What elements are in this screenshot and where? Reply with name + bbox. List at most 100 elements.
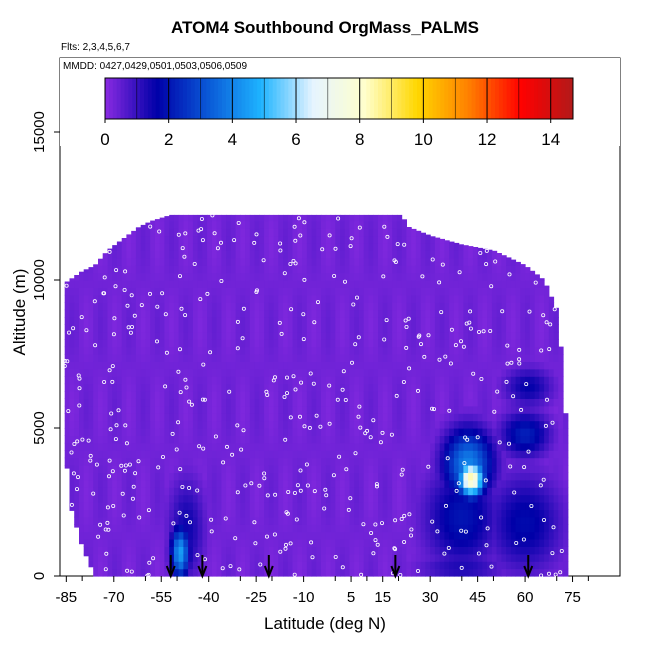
heat-cell [116,435,123,444]
heat-cell [359,435,365,444]
heat-cell [553,339,559,348]
heat-cell [221,265,227,274]
heat-cell [548,516,555,525]
heat-cell [349,420,355,429]
heat-cell [316,257,322,266]
heat-cell [392,398,398,407]
heat-cell [259,450,265,459]
heat-cell [226,435,232,444]
heat-cell [102,465,108,473]
heat-cell [420,317,426,325]
heat-cell [283,524,289,533]
heat-cell [268,553,275,562]
heat-cell [444,413,450,422]
heat-cell [382,435,388,444]
heat-cell [268,346,275,355]
heat-cell [321,413,327,422]
heat-cell [453,265,460,274]
heat-cell [378,531,384,540]
heat-cell [425,391,431,399]
heat-cell [240,309,246,318]
heat-cell [83,428,89,436]
heat-cell [506,309,512,318]
heat-cell [79,331,85,340]
heat-cell [197,391,203,399]
heat-cell [368,280,374,288]
heat-cell [458,546,464,555]
heat-cell [496,361,502,370]
heat-cell [126,234,132,237]
heat-cell [529,270,536,274]
heat-cell [487,294,493,303]
heat-cell [415,539,422,547]
heat-cell [558,413,564,422]
heat-cell [392,302,398,311]
heat-cell [363,494,369,503]
heat-cell [534,368,540,377]
heat-cell [468,442,474,451]
heat-cell [491,539,498,547]
heat-cell [382,214,388,222]
heat-cell [463,354,469,362]
heat-cell [349,524,355,533]
heat-cell [164,339,170,348]
heat-cell [378,413,384,422]
heat-cell [188,220,194,229]
heat-cell [259,531,265,540]
heat-cell [335,472,341,481]
heat-cell [283,214,289,222]
heat-cell [406,450,412,459]
heat-cell [173,524,180,533]
heat-cell [126,250,132,259]
heat-cell [349,220,355,229]
heat-cell [458,317,464,325]
heat-cell [406,413,412,422]
heat-cell [278,531,284,540]
heat-cell [273,398,279,407]
heat-cell [396,457,403,466]
heat-cell [430,243,436,251]
heat-cell [221,435,227,444]
heat-cell [311,228,317,237]
heat-cell [79,280,85,288]
heat-cell [563,502,569,510]
heat-cell [368,524,374,533]
heat-cell [202,479,208,488]
heat-cell [145,502,151,510]
heat-cell [321,561,327,570]
heat-cell [297,546,303,555]
heat-cell [501,420,507,429]
heat-cell [79,428,85,436]
heat-cell [126,280,132,288]
heat-cell [420,442,426,451]
heat-cell [145,509,151,518]
heat-cell [173,420,180,429]
heat-cell [140,265,146,274]
heat-cell [506,272,512,281]
heat-cell [548,539,555,547]
heat-cell [197,531,203,540]
heat-cell [112,472,118,481]
heat-cell [553,494,559,503]
heat-cell [192,428,199,436]
sample-marker [107,249,112,254]
heat-cell [434,280,441,288]
heat-cell [506,465,512,473]
heat-cell [411,294,417,303]
heat-cell [302,568,308,577]
heat-cell [235,568,241,577]
heat-cell [207,442,213,451]
heat-cell [553,346,559,355]
heat-cell [382,413,388,422]
heat-cell [382,376,388,385]
heat-cell [93,524,99,533]
heat-cell [439,398,445,407]
heat-cell [534,361,540,370]
heat-cell [430,561,436,570]
heat-cell [520,479,526,488]
heat-cell [93,428,99,436]
heat-cell [121,450,127,459]
heat-cell [145,472,151,481]
heat-cell [401,339,407,348]
heat-cell [396,287,403,296]
